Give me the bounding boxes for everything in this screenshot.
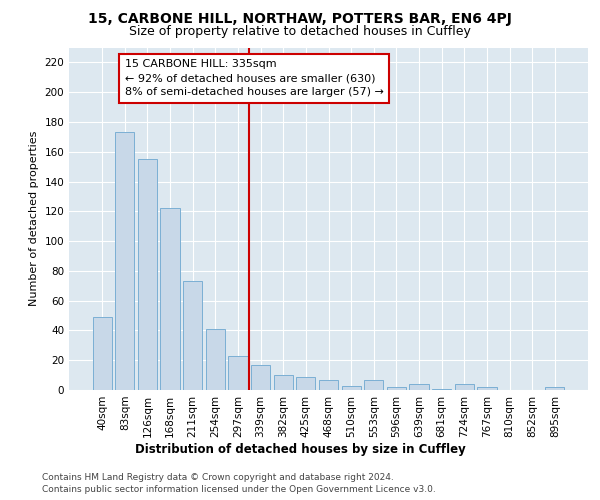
Text: 15 CARBONE HILL: 335sqm
← 92% of detached houses are smaller (630)
8% of semi-de: 15 CARBONE HILL: 335sqm ← 92% of detache… — [125, 60, 384, 98]
Bar — [387, 387, 406, 390]
Bar — [364, 380, 383, 390]
Bar — [319, 380, 338, 390]
Text: 15, CARBONE HILL, NORTHAW, POTTERS BAR, EN6 4PJ: 15, CARBONE HILL, NORTHAW, POTTERS BAR, … — [88, 12, 512, 26]
Bar — [115, 132, 134, 390]
Bar — [341, 386, 361, 390]
Bar — [183, 282, 202, 390]
Text: Contains HM Land Registry data © Crown copyright and database right 2024.: Contains HM Land Registry data © Crown c… — [42, 472, 394, 482]
Bar — [229, 356, 248, 390]
Text: Contains public sector information licensed under the Open Government Licence v3: Contains public sector information licen… — [42, 485, 436, 494]
Text: Size of property relative to detached houses in Cuffley: Size of property relative to detached ho… — [129, 25, 471, 38]
Bar — [432, 388, 451, 390]
Bar — [251, 364, 270, 390]
Bar — [296, 376, 316, 390]
Bar — [274, 375, 293, 390]
Y-axis label: Number of detached properties: Number of detached properties — [29, 131, 39, 306]
Bar — [409, 384, 428, 390]
Bar — [92, 317, 112, 390]
Bar — [477, 387, 497, 390]
Bar — [455, 384, 474, 390]
Bar — [206, 329, 225, 390]
Bar — [160, 208, 180, 390]
Bar — [545, 387, 565, 390]
Text: Distribution of detached houses by size in Cuffley: Distribution of detached houses by size … — [134, 442, 466, 456]
Bar — [138, 159, 157, 390]
